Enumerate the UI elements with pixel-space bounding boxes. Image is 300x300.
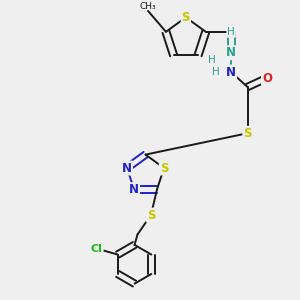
- Text: S: S: [182, 11, 190, 24]
- Text: S: S: [160, 161, 168, 175]
- Text: O: O: [262, 71, 272, 85]
- Text: N: N: [129, 183, 139, 196]
- Text: H: H: [208, 55, 216, 65]
- Text: S: S: [243, 127, 252, 140]
- Text: S: S: [147, 208, 155, 221]
- Text: H: H: [212, 67, 219, 77]
- Text: H: H: [227, 27, 235, 37]
- Text: N: N: [122, 161, 132, 175]
- Text: N: N: [226, 66, 236, 79]
- Text: Cl: Cl: [91, 244, 103, 254]
- Text: CH₃: CH₃: [140, 2, 156, 11]
- Text: N: N: [226, 46, 236, 59]
